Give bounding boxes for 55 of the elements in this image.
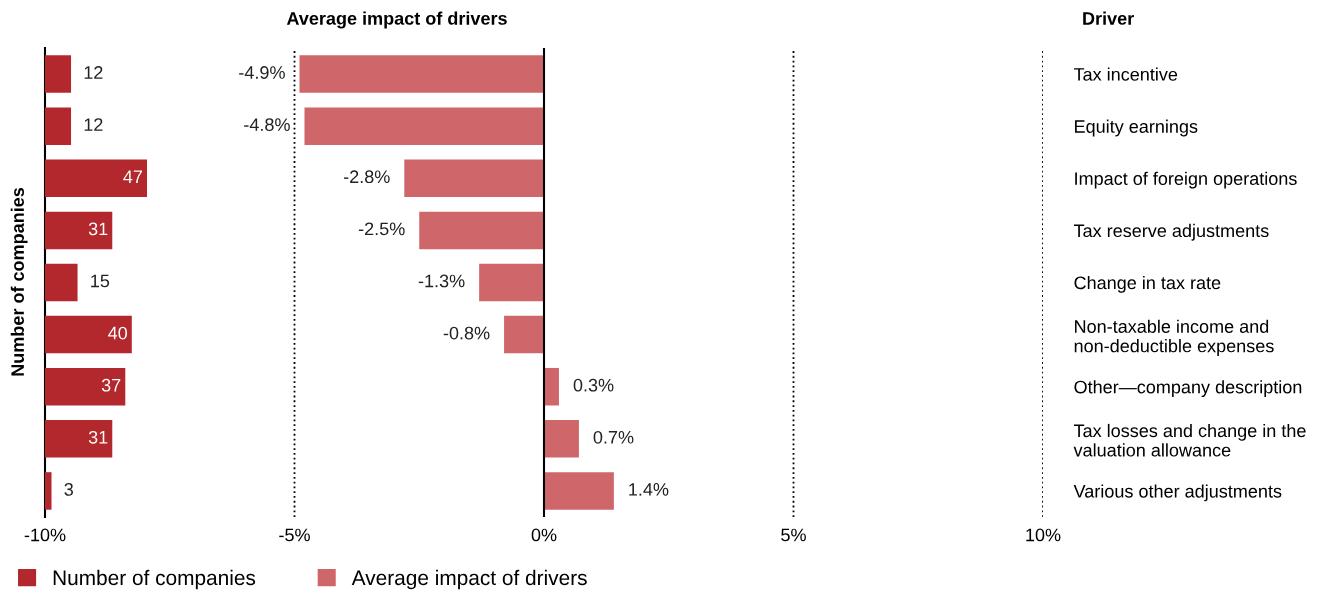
text: Driver bbox=[1083, 11, 1134, 25]
bar bbox=[504, 315, 544, 354]
bar bbox=[479, 263, 544, 302]
bar bbox=[299, 55, 544, 93]
bar bbox=[45, 472, 52, 510]
data-label: -0.8% bbox=[443, 326, 490, 340]
x-tick-label: 10% bbox=[1026, 528, 1061, 542]
y-tick-label: Change in tax rate bbox=[1074, 275, 1221, 293]
legend-label: Number of companies bbox=[53, 569, 256, 590]
data-label: -4.8% bbox=[244, 118, 290, 132]
data-label: 31 bbox=[88, 430, 108, 444]
bar bbox=[45, 420, 113, 458]
bar bbox=[45, 159, 147, 198]
data-label: 0.7% bbox=[593, 430, 634, 444]
y-axis-title: Number of companies bbox=[10, 187, 28, 376]
bar bbox=[304, 107, 544, 145]
bar bbox=[45, 367, 126, 406]
bar bbox=[544, 472, 614, 510]
bar bbox=[45, 263, 78, 302]
chart-title: Average impact of drivers bbox=[286, 11, 507, 29]
bar bbox=[544, 367, 559, 406]
bar bbox=[544, 420, 579, 458]
bar bbox=[45, 107, 72, 145]
data-label: 1.4% bbox=[629, 483, 669, 496]
bar bbox=[45, 211, 113, 250]
data-label: 0.3% bbox=[573, 378, 614, 392]
x-tick-label: 5% bbox=[781, 528, 806, 542]
x-tick-label: 0% bbox=[531, 528, 557, 542]
y-tick-label: Tax losses and change in the valuation allowance bbox=[1073, 423, 1306, 457]
data-label: 12 bbox=[84, 118, 103, 131]
y-tick-label: Non-taxable income and non-deductible expenses bbox=[1074, 319, 1274, 356]
data-label: 12 bbox=[84, 66, 103, 79]
y-tick-label: Tax incentive bbox=[1073, 67, 1178, 81]
data-label: 15 bbox=[91, 274, 110, 288]
data-label: -2.5% bbox=[358, 222, 405, 236]
x-tick-label: -5% bbox=[279, 528, 310, 542]
data-label: -4.9% bbox=[239, 66, 285, 79]
x-tick-label: -10% bbox=[24, 528, 66, 542]
data-label: 47 bbox=[123, 170, 143, 183]
bar bbox=[419, 211, 544, 250]
y-tick-label: Tax reserve adjustments bbox=[1073, 223, 1269, 241]
bar bbox=[404, 159, 544, 198]
y-tick-label: Equity earnings bbox=[1075, 119, 1198, 137]
data-label: 31 bbox=[88, 222, 108, 236]
bar bbox=[45, 315, 132, 354]
data-label: 3 bbox=[64, 483, 73, 496]
y-tick-label: Other—company description bbox=[1074, 380, 1302, 398]
data-label: 40 bbox=[108, 326, 128, 340]
y-tick-label: Impact of foreign operations bbox=[1075, 171, 1297, 189]
data-label: 37 bbox=[101, 378, 121, 392]
data-label: -2.8% bbox=[343, 170, 390, 184]
data-label: -1.3% bbox=[418, 274, 465, 288]
y-tick-label: Various other adjustments bbox=[1073, 484, 1282, 502]
legend-label: Average impact of drivers bbox=[351, 569, 587, 590]
bar bbox=[45, 55, 72, 93]
